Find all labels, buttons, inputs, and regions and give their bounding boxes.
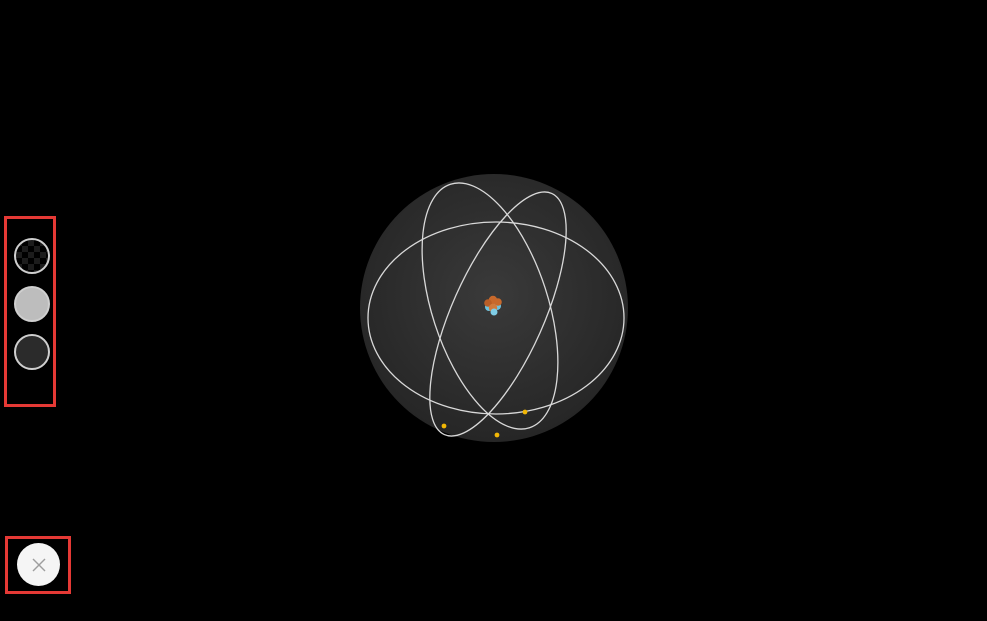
transparent-background-button[interactable] [14,238,50,274]
close-button-frame [5,536,71,594]
nucleus [484,295,502,316]
close-button[interactable] [17,543,60,586]
electron [494,432,500,438]
electron [522,409,528,415]
light-background-button[interactable] [14,286,50,322]
background-selector [4,216,56,407]
orbit-ring-horizontal [367,221,625,415]
orbit-ring-left [421,182,559,430]
close-icon [32,558,45,571]
dark-background-button[interactable] [14,334,50,370]
orbit-ring-right [429,191,567,437]
electron [441,423,447,429]
